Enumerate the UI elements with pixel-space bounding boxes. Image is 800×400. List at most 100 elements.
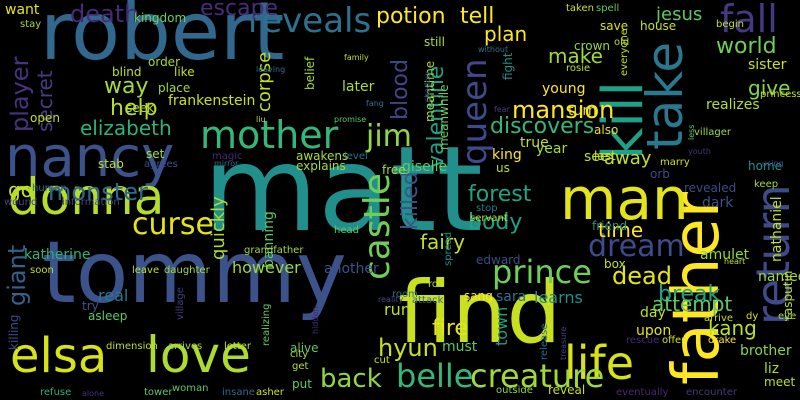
word-magic: magic bbox=[212, 151, 243, 162]
word-friend: friend bbox=[592, 219, 628, 233]
word-attempt: attempt bbox=[652, 292, 733, 316]
word-young: young bbox=[542, 81, 586, 97]
word-killing: killing bbox=[7, 314, 21, 350]
word-learns: learns bbox=[534, 288, 583, 307]
word-us: us bbox=[496, 161, 510, 175]
word-liz: liz bbox=[764, 361, 780, 377]
word-family: family bbox=[344, 53, 369, 62]
word-villager: villager bbox=[694, 127, 731, 138]
word-room: room bbox=[392, 289, 418, 300]
word-free: free bbox=[382, 163, 406, 177]
word-frankenstein: frankenstein bbox=[168, 93, 256, 109]
word-keep: keep bbox=[754, 179, 779, 190]
word-curse: curse bbox=[132, 207, 214, 242]
word-spell: spell bbox=[596, 3, 620, 14]
word-love: love bbox=[146, 326, 251, 384]
word-tell: tell bbox=[460, 4, 495, 29]
word-later: later bbox=[342, 79, 375, 95]
word-grandfather: grandfather bbox=[244, 245, 304, 256]
word-fairy: fairy bbox=[420, 230, 465, 254]
word-nancy: nancy bbox=[5, 125, 175, 190]
word-escape: escape bbox=[200, 0, 279, 21]
word-human: human bbox=[32, 183, 67, 194]
word-explains: explains bbox=[296, 159, 346, 173]
word-creature: creature bbox=[470, 357, 605, 395]
word-alive: alive bbox=[290, 341, 319, 355]
word-quickly: quickly bbox=[208, 196, 229, 260]
word-kingdom: kingdom bbox=[134, 11, 187, 25]
word-hidden: hidden bbox=[311, 306, 320, 334]
word-time: time bbox=[598, 218, 644, 242]
word-set: set bbox=[146, 147, 165, 161]
word-princess: princess bbox=[760, 89, 800, 100]
word-reveal: reveal bbox=[548, 383, 586, 397]
word-refuse: refuse bbox=[40, 387, 72, 398]
word-take: take bbox=[636, 41, 694, 150]
word-leaving: leaving bbox=[256, 65, 286, 74]
word-promise: promise bbox=[334, 115, 367, 124]
word-player: player bbox=[6, 56, 34, 132]
word-release: release bbox=[539, 323, 550, 360]
word-treasure: treasure bbox=[559, 326, 568, 360]
word-blind: blind bbox=[112, 65, 142, 79]
word-death: death bbox=[70, 0, 140, 28]
word-insane: insane bbox=[222, 387, 255, 398]
word-giselle: giselle bbox=[402, 159, 448, 175]
word-give: give bbox=[748, 76, 791, 100]
word-revealed: revealed bbox=[684, 181, 737, 195]
word-stab: stab bbox=[98, 157, 124, 171]
word-agrees: agrees bbox=[144, 159, 178, 170]
word-eventually: eventually bbox=[616, 387, 669, 398]
word-make: make bbox=[548, 44, 603, 68]
word-eye: eye bbox=[778, 311, 797, 322]
word-run: run bbox=[384, 300, 411, 319]
word-robert: robert bbox=[40, 0, 285, 78]
word-another: another bbox=[324, 261, 379, 277]
word-last: last bbox=[594, 149, 616, 163]
word-stop: stop bbox=[476, 203, 498, 214]
word-way: way bbox=[104, 74, 149, 99]
word-house: house bbox=[640, 19, 677, 33]
word-day: day bbox=[640, 305, 666, 321]
word-heart: heart bbox=[724, 257, 746, 266]
word-go: go bbox=[8, 178, 33, 202]
word-open: open bbox=[30, 111, 60, 125]
word-try: try bbox=[82, 299, 99, 313]
word-crown: crown bbox=[574, 39, 611, 53]
word-katherine: katherine bbox=[24, 247, 91, 263]
word-forest: forest bbox=[468, 182, 532, 207]
word-king: king bbox=[492, 147, 522, 163]
word-belle: belle bbox=[396, 357, 474, 395]
word-break: break bbox=[658, 282, 721, 307]
word-alone: alone bbox=[82, 389, 105, 398]
word-asher: asher bbox=[256, 387, 284, 398]
word-dead: dead bbox=[612, 262, 672, 290]
word-reality: reality bbox=[378, 295, 404, 304]
word-orb: orb bbox=[650, 167, 670, 181]
word-reveals: reveals bbox=[248, 1, 372, 41]
word-soon: soon bbox=[30, 265, 54, 276]
word-dream: dream bbox=[588, 229, 685, 264]
word-mother: mother bbox=[200, 113, 339, 157]
word-shadow: shadow bbox=[423, 71, 432, 102]
word-brother: brother bbox=[740, 343, 792, 359]
word-get: get bbox=[292, 361, 309, 372]
word-old: old bbox=[614, 37, 630, 48]
word-sara: sara bbox=[496, 289, 527, 305]
word-fang: fang bbox=[366, 99, 384, 108]
word-discovers: discovers bbox=[490, 114, 595, 139]
word-jesus: jesus bbox=[656, 4, 703, 25]
word-save: save bbox=[600, 19, 629, 33]
word-rescue: rescue bbox=[626, 335, 660, 346]
word-youth: youth bbox=[688, 147, 711, 156]
word-village: village bbox=[175, 287, 186, 320]
word-potion: potion bbox=[376, 4, 446, 29]
word-hyun: hyun bbox=[378, 334, 438, 362]
word-sister: sister bbox=[748, 57, 787, 73]
word-letter: letter bbox=[224, 341, 252, 352]
word-corpse: corpse bbox=[254, 51, 275, 112]
word-woman: woman bbox=[172, 383, 209, 394]
word-fight: fight bbox=[501, 52, 515, 81]
word-put: put bbox=[292, 377, 312, 391]
word-level: level bbox=[344, 151, 368, 162]
